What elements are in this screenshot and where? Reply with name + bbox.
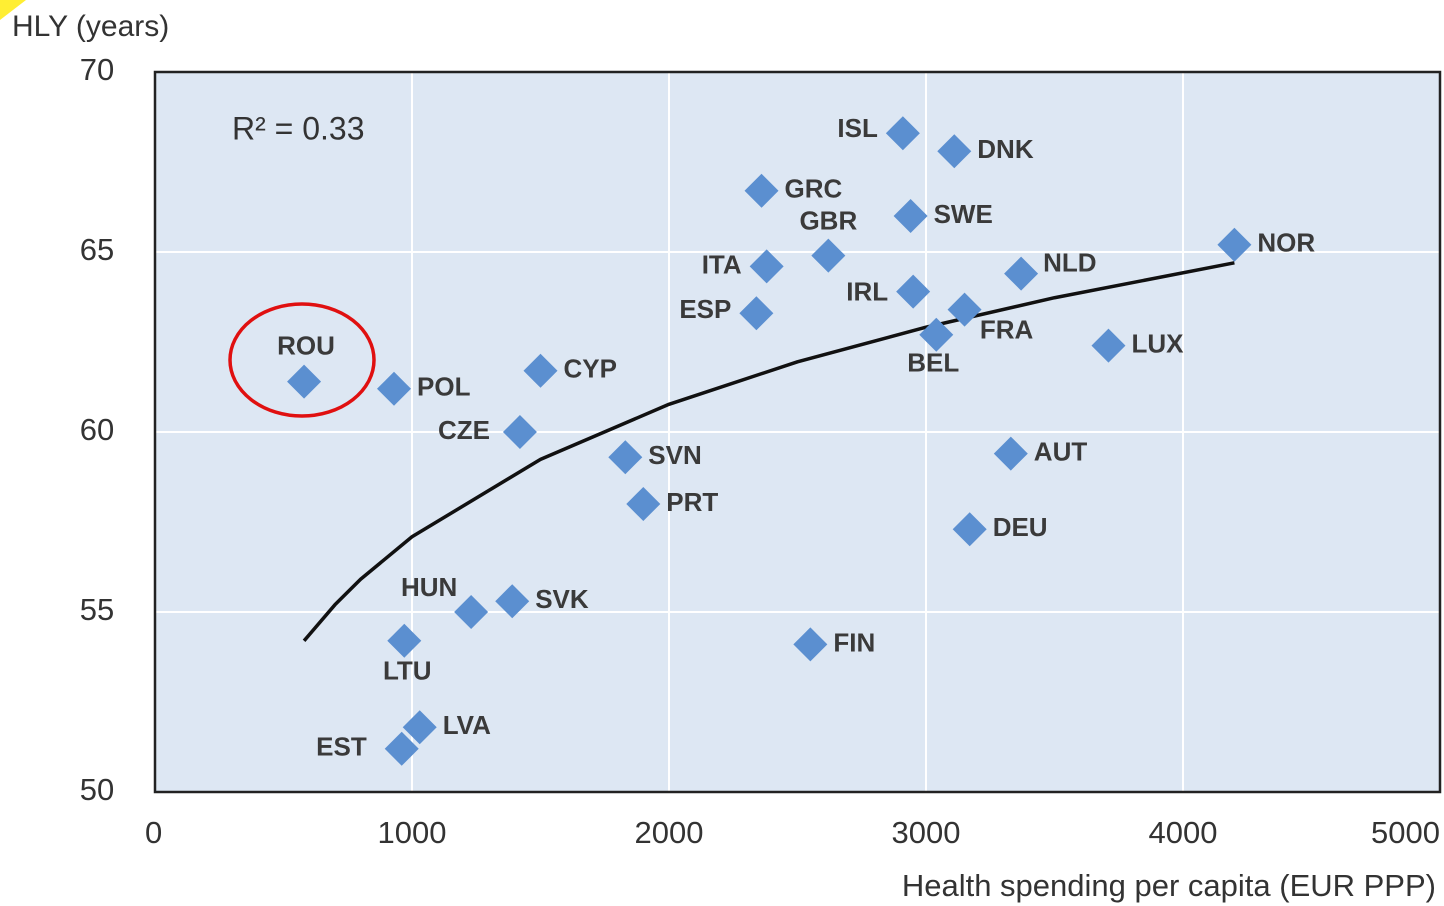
y-axis-label: HLY (years) <box>12 10 169 43</box>
point-label: NLD <box>1043 247 1096 277</box>
point-label: POL <box>417 372 471 402</box>
scatter-point <box>608 440 643 475</box>
point-label: LVA <box>443 710 491 740</box>
y-tick-label: 50 <box>80 772 114 807</box>
x-tick-label: 5000 <box>1371 815 1440 850</box>
point-label: SVN <box>648 440 701 470</box>
scatter-point <box>885 116 920 151</box>
scatter-point <box>402 710 437 745</box>
scatter-point <box>377 371 412 406</box>
scatter-point <box>793 627 828 662</box>
scatter-point <box>1004 256 1039 291</box>
x-tick-label: 0 <box>145 815 162 850</box>
x-tick-label: 3000 <box>892 815 961 850</box>
scatter-point <box>919 317 954 352</box>
point-label: AUT <box>1034 436 1088 466</box>
point-label: CZE <box>438 415 490 445</box>
scatter-point <box>384 731 419 766</box>
scatter-point <box>495 584 530 619</box>
y-tick-label: 55 <box>80 592 114 627</box>
point-label: IRL <box>846 276 888 306</box>
point-label: CYP <box>564 354 617 384</box>
point-label: ESP <box>679 294 731 324</box>
x-tick-label: 4000 <box>1149 815 1218 850</box>
point-label: EST <box>316 732 367 762</box>
marks: ROU POL CYP CZE SVN PRT HUN SVK LTU LVA EST FIN ISL D… <box>277 113 1315 766</box>
scatter-point <box>387 623 422 658</box>
scatter-point <box>739 296 774 331</box>
point-label: DNK <box>977 134 1034 164</box>
point-label: GBR <box>799 205 857 235</box>
scatter-point <box>937 134 972 169</box>
point-label: BEL <box>907 348 959 378</box>
scatter-point <box>811 238 846 273</box>
scatter-point <box>287 364 322 399</box>
scatter-point <box>626 487 661 521</box>
scatter-point <box>749 249 784 284</box>
plot-frame <box>153 70 1442 794</box>
r-squared-annotation: R² = 0.33 <box>232 110 365 146</box>
y-tick-label: 60 <box>80 412 114 447</box>
point-label: FRA <box>980 314 1034 344</box>
scatter-point <box>896 274 931 309</box>
scatter-point <box>744 173 779 208</box>
scatter-point <box>1217 227 1252 262</box>
corner-decoration <box>0 0 26 20</box>
trend-layer <box>302 261 1235 642</box>
scatter-point <box>947 292 982 327</box>
point-label: NOR <box>1257 228 1315 258</box>
trendline <box>302 261 1235 642</box>
y-tick-label: 65 <box>80 232 114 267</box>
point-label: PRT <box>666 487 718 517</box>
scatter-point <box>993 436 1028 471</box>
point-label: ITA <box>702 249 742 279</box>
scatter-point <box>952 512 987 547</box>
scatter-point <box>1091 328 1126 363</box>
point-label: LTU <box>383 656 432 686</box>
point-label: DEU <box>993 512 1048 542</box>
x-tick-label: 1000 <box>378 815 447 850</box>
y-tick-label: 70 <box>80 52 114 87</box>
point-label: ISL <box>837 113 878 143</box>
x-tick-label: 2000 <box>635 815 704 850</box>
point-label: FIN <box>833 627 875 657</box>
highlight-circle <box>228 302 376 418</box>
point-label: HUN <box>401 572 457 602</box>
scatter-point <box>454 595 489 629</box>
scatter-point <box>502 415 537 449</box>
point-label: GRC <box>785 174 843 204</box>
scatter-point <box>893 199 928 233</box>
scatter-point <box>523 353 558 388</box>
point-label: ROU <box>277 330 335 360</box>
x-axis-label: Health spending per capita (EUR PPP) <box>902 868 1436 903</box>
point-label: LUX <box>1131 328 1184 358</box>
point-label: SWE <box>934 199 993 229</box>
point-label: SVK <box>535 584 589 614</box>
